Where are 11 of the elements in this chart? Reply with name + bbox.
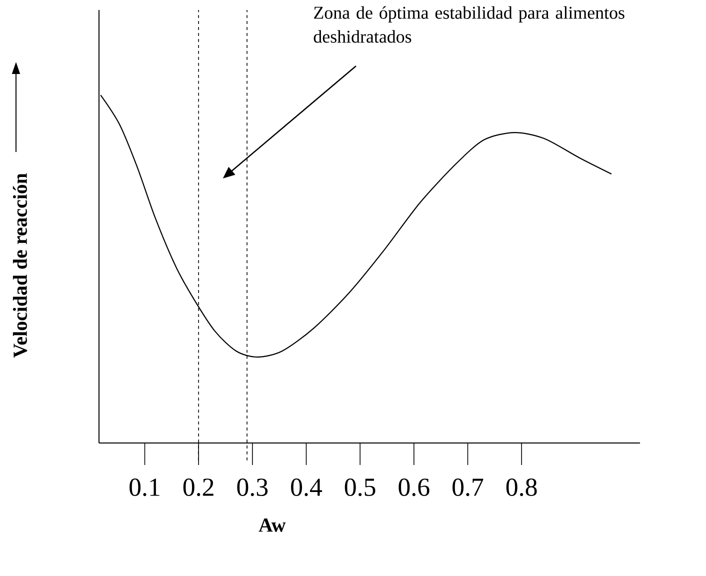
x-tick-label: 0.8 [506,478,537,496]
x-tick-label: 0.7 [452,478,484,496]
x-tick-label: 0.5 [344,478,376,496]
x-tick-label: 0.3 [237,478,268,496]
text: Zona de óptima estabilidad para alimentos deshidratados [314,6,624,43]
x-axis-title: Aw [258,518,286,532]
y-axis-title: Velocidad de reacción [12,173,28,358]
x-tick-label: 0.4 [291,478,322,496]
x-tick-label: 0.1 [130,478,160,496]
x-tick-label: 0.2 [183,478,214,496]
x-tick-label: 0.6 [398,478,430,496]
